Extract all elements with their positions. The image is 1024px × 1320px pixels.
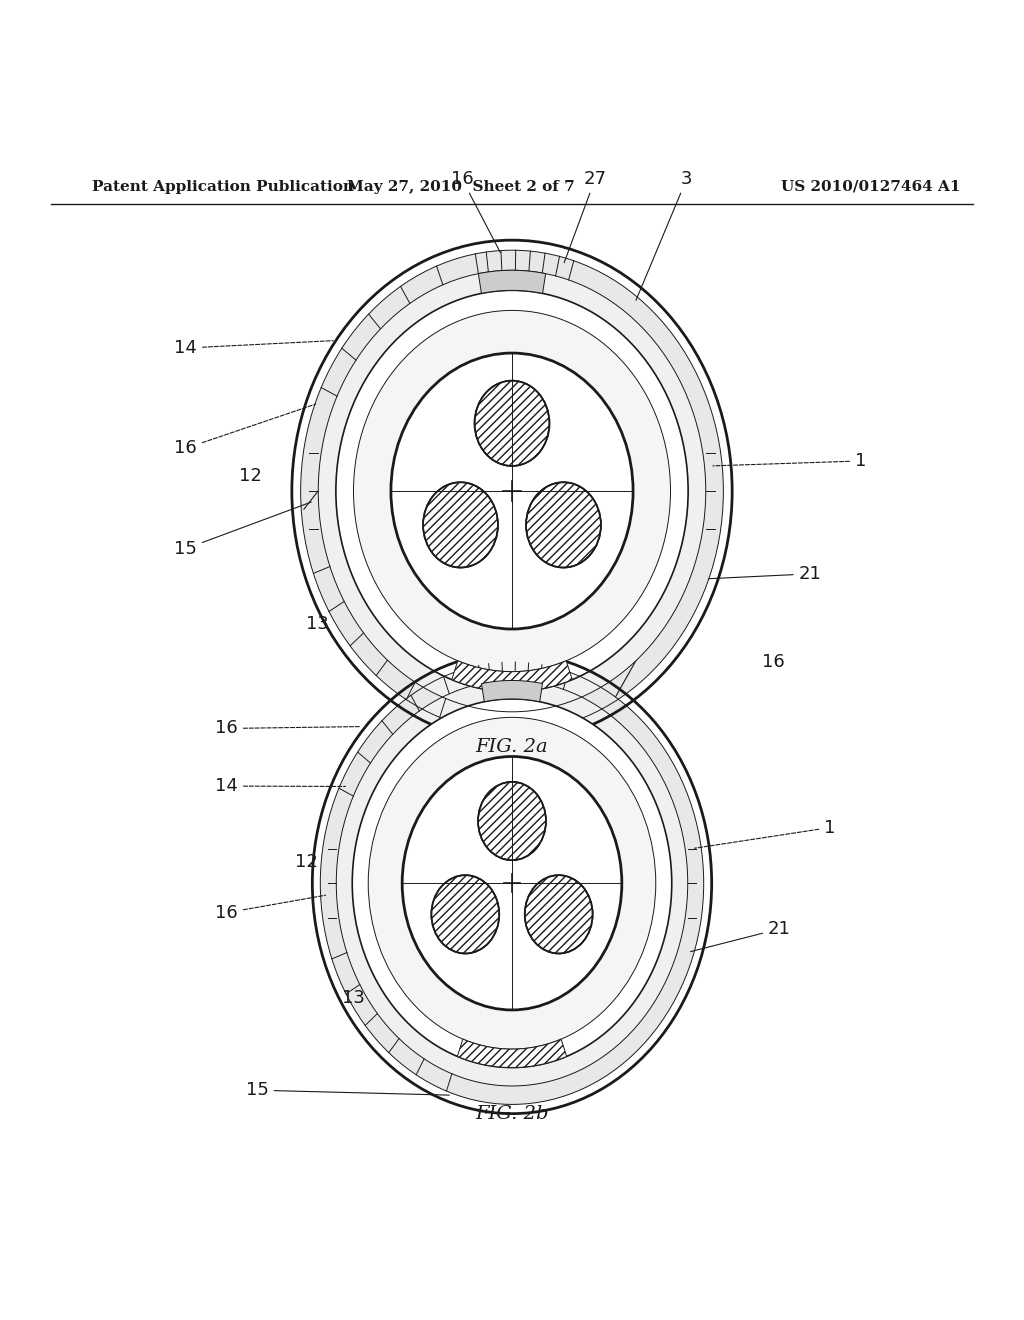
- Text: 13: 13: [306, 615, 329, 634]
- Text: 12: 12: [295, 853, 317, 871]
- Text: 16: 16: [215, 895, 326, 921]
- Ellipse shape: [336, 681, 688, 1086]
- Text: 14: 14: [215, 777, 345, 795]
- Text: FIG. 2b: FIG. 2b: [475, 1105, 549, 1122]
- Text: 12: 12: [240, 467, 262, 484]
- Ellipse shape: [353, 310, 671, 672]
- Ellipse shape: [352, 698, 672, 1068]
- Text: 1: 1: [694, 818, 836, 849]
- Ellipse shape: [301, 251, 723, 731]
- Text: 1: 1: [713, 451, 866, 470]
- Text: 21: 21: [709, 565, 821, 583]
- Text: 16: 16: [451, 170, 501, 252]
- Text: 15: 15: [174, 502, 311, 558]
- Text: US 2010/0127464 A1: US 2010/0127464 A1: [780, 180, 961, 194]
- Ellipse shape: [526, 482, 601, 568]
- Text: May 27, 2010  Sheet 2 of 7: May 27, 2010 Sheet 2 of 7: [347, 180, 574, 194]
- Text: 15: 15: [246, 1081, 450, 1100]
- Text: 27: 27: [564, 170, 606, 263]
- Polygon shape: [458, 1039, 566, 1068]
- Text: 21: 21: [690, 920, 791, 952]
- Ellipse shape: [478, 781, 546, 861]
- Ellipse shape: [336, 290, 688, 692]
- Ellipse shape: [318, 271, 706, 711]
- Text: 16: 16: [174, 404, 315, 458]
- Ellipse shape: [474, 380, 550, 466]
- Ellipse shape: [524, 875, 593, 953]
- Text: 14: 14: [174, 339, 333, 356]
- Ellipse shape: [431, 875, 500, 953]
- Polygon shape: [478, 271, 546, 293]
- Text: 16: 16: [215, 719, 359, 738]
- Text: 3: 3: [615, 598, 672, 697]
- Ellipse shape: [321, 663, 703, 1105]
- Text: 16: 16: [762, 652, 784, 671]
- Ellipse shape: [423, 482, 498, 568]
- Text: 13: 13: [342, 989, 365, 1007]
- Ellipse shape: [369, 717, 655, 1049]
- Polygon shape: [452, 661, 572, 692]
- Text: FIG. 2a: FIG. 2a: [476, 738, 548, 756]
- Text: 3: 3: [636, 170, 692, 301]
- Ellipse shape: [402, 756, 622, 1010]
- Text: 27: 27: [554, 598, 606, 669]
- Text: Patent Application Publication: Patent Application Publication: [92, 180, 354, 194]
- Ellipse shape: [391, 352, 633, 630]
- Polygon shape: [481, 681, 543, 702]
